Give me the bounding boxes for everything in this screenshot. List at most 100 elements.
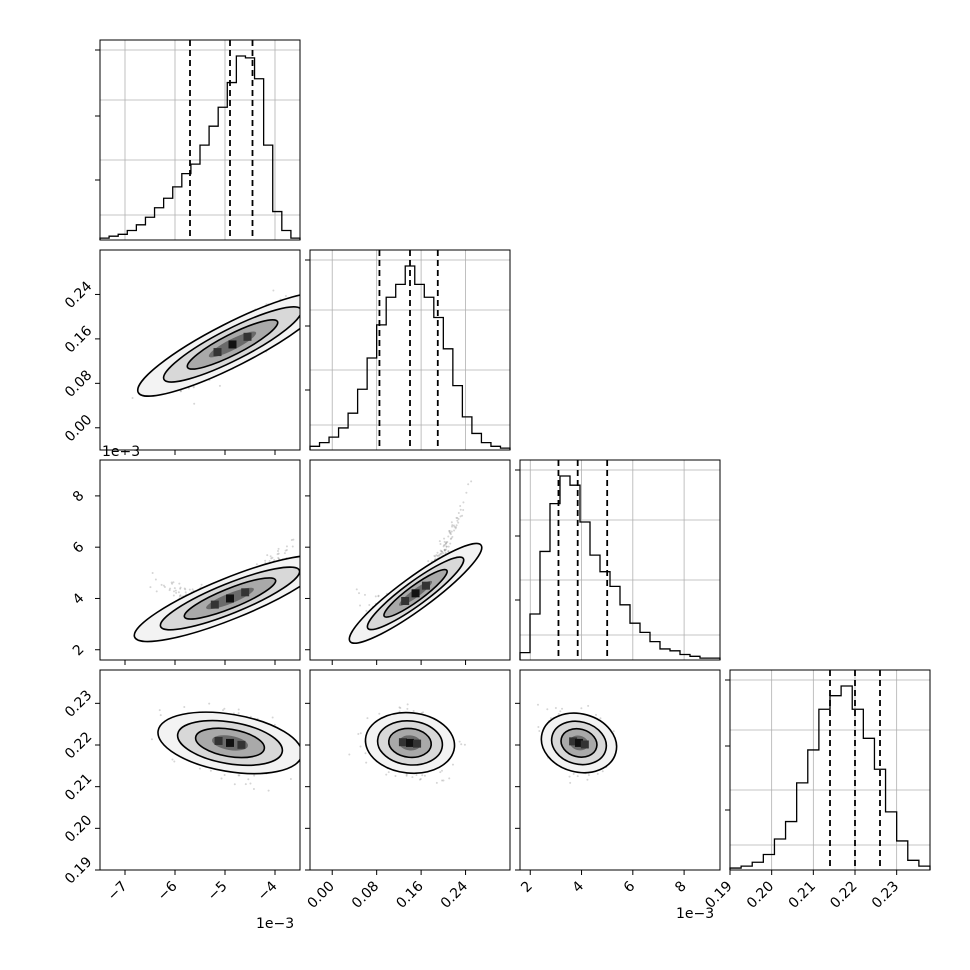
- panel-content: [348, 480, 483, 644]
- scatter-point: [445, 545, 448, 548]
- hist-frame: [519, 459, 721, 661]
- scatter-point: [385, 773, 388, 776]
- scatter-point: [399, 707, 402, 710]
- scatter-point: [271, 556, 274, 559]
- density-peak-cell: [241, 588, 250, 597]
- scatter-point: [177, 591, 180, 594]
- hist-step-line: [99, 55, 301, 240]
- scatter-point: [436, 551, 439, 554]
- scatter-point: [594, 713, 597, 716]
- scatter-point: [183, 587, 186, 590]
- density-peak-cell: [413, 739, 422, 748]
- scatter-point: [441, 551, 444, 554]
- scatter-point: [233, 783, 236, 786]
- scatter-point: [269, 555, 272, 558]
- scatter-point: [465, 491, 468, 494]
- scatter-point: [365, 761, 368, 764]
- scatter-point: [434, 555, 437, 558]
- scatter-point: [439, 549, 442, 552]
- density-peak-cell: [226, 738, 234, 747]
- scatter-point: [358, 592, 361, 595]
- scatter-point: [155, 590, 158, 593]
- scatter-point: [291, 545, 294, 548]
- scatter-point: [554, 707, 557, 710]
- scatter-point: [448, 529, 451, 532]
- scatter-point: [172, 581, 175, 584]
- scatter-point: [169, 587, 172, 590]
- density-peak-cell: [243, 332, 252, 341]
- scatter-point: [443, 548, 446, 551]
- scatter-point: [184, 588, 187, 591]
- scatter-point: [440, 550, 443, 553]
- scatter-point: [222, 709, 225, 712]
- scatter-point: [454, 527, 457, 530]
- scatter-point: [131, 396, 134, 399]
- scatter-point: [587, 704, 590, 707]
- scatter-point: [448, 777, 451, 780]
- scatter-point: [193, 402, 196, 405]
- panel-frame: [309, 459, 511, 661]
- scatter-point: [304, 303, 306, 305]
- scatter-point: [223, 773, 226, 776]
- scatter-point: [415, 773, 418, 776]
- scatter-point: [253, 774, 256, 777]
- scatter-point: [459, 505, 462, 508]
- scatter-point: [459, 508, 462, 511]
- scatter-point: [446, 541, 449, 544]
- scatter-point: [405, 773, 408, 776]
- scatter-point: [171, 758, 174, 761]
- scatter-point: [447, 535, 450, 538]
- scatter-point: [467, 483, 470, 486]
- scatter-point: [159, 714, 162, 717]
- scatter-point: [151, 572, 154, 575]
- scatter-point: [440, 769, 443, 772]
- density-peak-cell: [401, 596, 410, 605]
- hist-panel-0: [95, 39, 301, 241]
- panel-frame: [309, 669, 511, 871]
- scatter-point: [601, 770, 604, 773]
- scatter-point: [237, 774, 240, 777]
- scatter-point: [368, 603, 371, 606]
- scatter-point: [359, 732, 362, 735]
- scatter-point: [443, 548, 446, 551]
- scatter-point: [451, 535, 454, 538]
- panel-background: [520, 670, 720, 870]
- density-peak-cell: [226, 594, 234, 603]
- scatter-point: [363, 593, 366, 596]
- density-peak-cell: [398, 738, 407, 747]
- scatter-point: [454, 526, 457, 529]
- scatter-point: [442, 545, 445, 548]
- scatter-point: [448, 531, 451, 534]
- panel-content: [348, 703, 466, 784]
- scatter-point: [457, 521, 460, 524]
- scatter-point: [355, 588, 358, 591]
- density-peak-cell: [411, 589, 420, 598]
- scatter-point: [411, 776, 414, 779]
- scatter-point: [453, 529, 456, 532]
- scatter-point: [277, 552, 280, 555]
- scatter-point: [449, 542, 452, 545]
- scatter-point: [444, 542, 447, 545]
- scatter-point: [284, 549, 287, 552]
- scatter-point: [283, 552, 286, 555]
- scatter-point: [179, 594, 182, 597]
- scatter-point: [285, 548, 288, 551]
- scatter-point: [276, 553, 279, 556]
- panel-content: [150, 702, 300, 792]
- scatter-point: [238, 774, 241, 777]
- panel-frame: [99, 459, 301, 661]
- scatter-point: [179, 390, 182, 393]
- scatter-point: [200, 583, 203, 586]
- hist-frame: [309, 249, 511, 451]
- scatter-point: [459, 515, 462, 518]
- scatter-point: [158, 709, 161, 712]
- scatter-point: [439, 542, 442, 545]
- scatter-point: [440, 550, 443, 553]
- scatter-point: [292, 538, 295, 541]
- scatter-point: [445, 542, 448, 545]
- scatter-point: [290, 538, 293, 541]
- scatter-point: [277, 557, 280, 560]
- panel-content: [536, 703, 618, 784]
- scatter-point: [272, 289, 275, 292]
- scatter-point: [453, 525, 456, 528]
